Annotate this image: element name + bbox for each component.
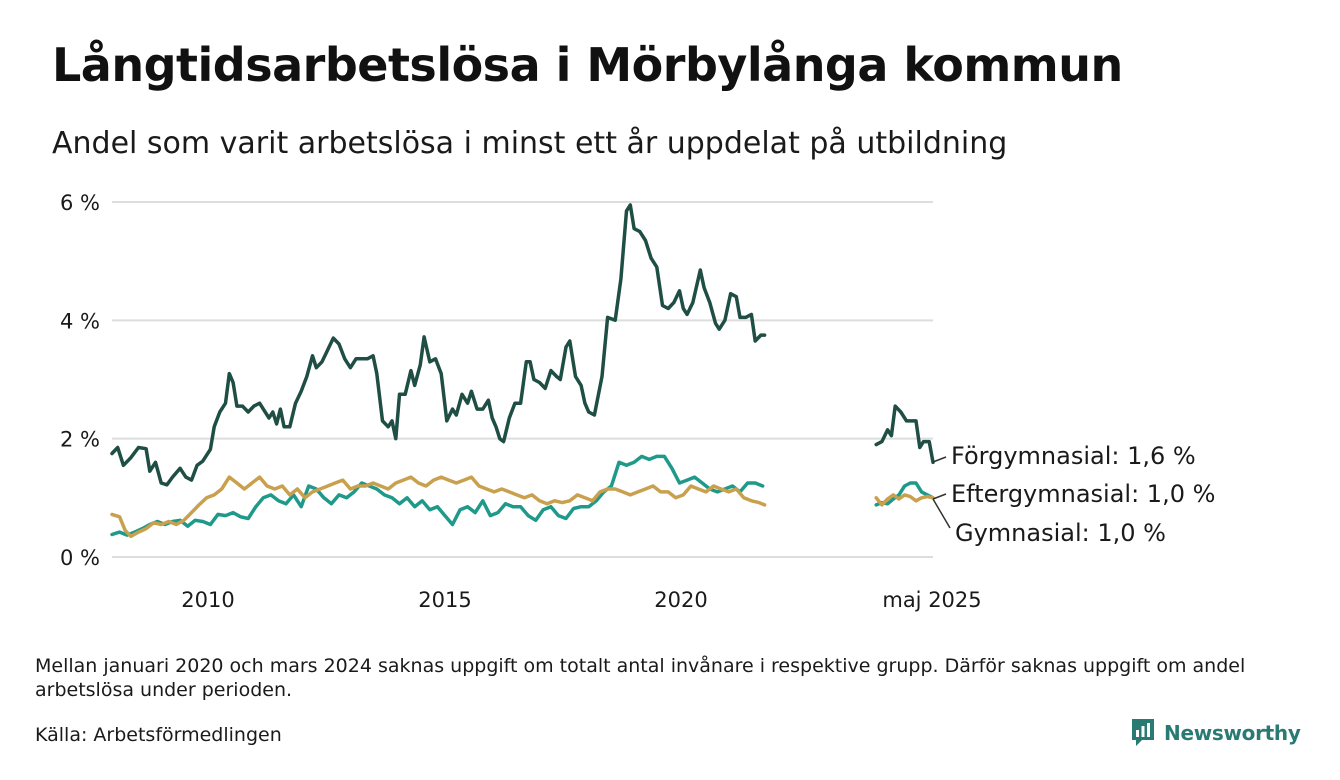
x-tick-label: maj 2025 bbox=[882, 588, 981, 612]
end-label-förgymnasial: Förgymnasial: 1,6 % bbox=[951, 442, 1196, 470]
y-tick-label: 6 % bbox=[60, 191, 100, 215]
series-line-gymnasial bbox=[110, 475, 767, 539]
series-line-gymnasial bbox=[874, 493, 935, 507]
x-tick-label: 2020 bbox=[654, 588, 707, 612]
x-tick-label: 2010 bbox=[181, 588, 234, 612]
leader-line bbox=[932, 493, 947, 500]
y-tick-label: 2 % bbox=[60, 428, 100, 452]
chart-title: Långtidsarbetslösa i Mörbylånga kommun bbox=[52, 38, 1123, 92]
end-labels: Förgymnasial: 1,6 % Eftergymnasial: 1,0 %… bbox=[932, 442, 1215, 547]
leader-line bbox=[932, 456, 947, 463]
grid-lines bbox=[112, 201, 933, 558]
brand-name: Newsworthy bbox=[1164, 721, 1301, 745]
source-text: Källa: Arbetsförmedlingen bbox=[35, 724, 282, 746]
bar-chart-speech-bubble-icon bbox=[1132, 719, 1154, 746]
x-tick-label: 2015 bbox=[418, 588, 471, 612]
series-line-förgymnasial bbox=[110, 203, 767, 487]
footnote: Mellan januari 2020 och mars 2024 saknas… bbox=[35, 655, 1246, 701]
y-axis-ticks: 0 % 2 % 4 % 6 % bbox=[60, 191, 100, 570]
y-tick-label: 0 % bbox=[60, 546, 100, 570]
chart-subtitle: Andel som varit arbetslösa i minst ett å… bbox=[52, 126, 1008, 161]
leader-line bbox=[932, 498, 951, 529]
brand-logo: Newsworthy bbox=[1130, 718, 1301, 748]
y-tick-label: 4 % bbox=[60, 309, 100, 333]
line-chart: 0 % 2 % 4 % 6 % 2010 2015 2020 maj 2025 Förgym… bbox=[60, 191, 1215, 612]
series-line-eftergymnasial bbox=[110, 454, 765, 537]
series-lines bbox=[110, 203, 935, 539]
x-axis-ticks: 2010 2015 2020 maj 2025 bbox=[181, 588, 981, 612]
series-line-förgymnasial bbox=[874, 404, 935, 465]
end-label-eftergymnasial: Eftergymnasial: 1,0 % bbox=[951, 480, 1215, 508]
end-label-gymnasial: Gymnasial: 1,0 % bbox=[955, 519, 1166, 547]
